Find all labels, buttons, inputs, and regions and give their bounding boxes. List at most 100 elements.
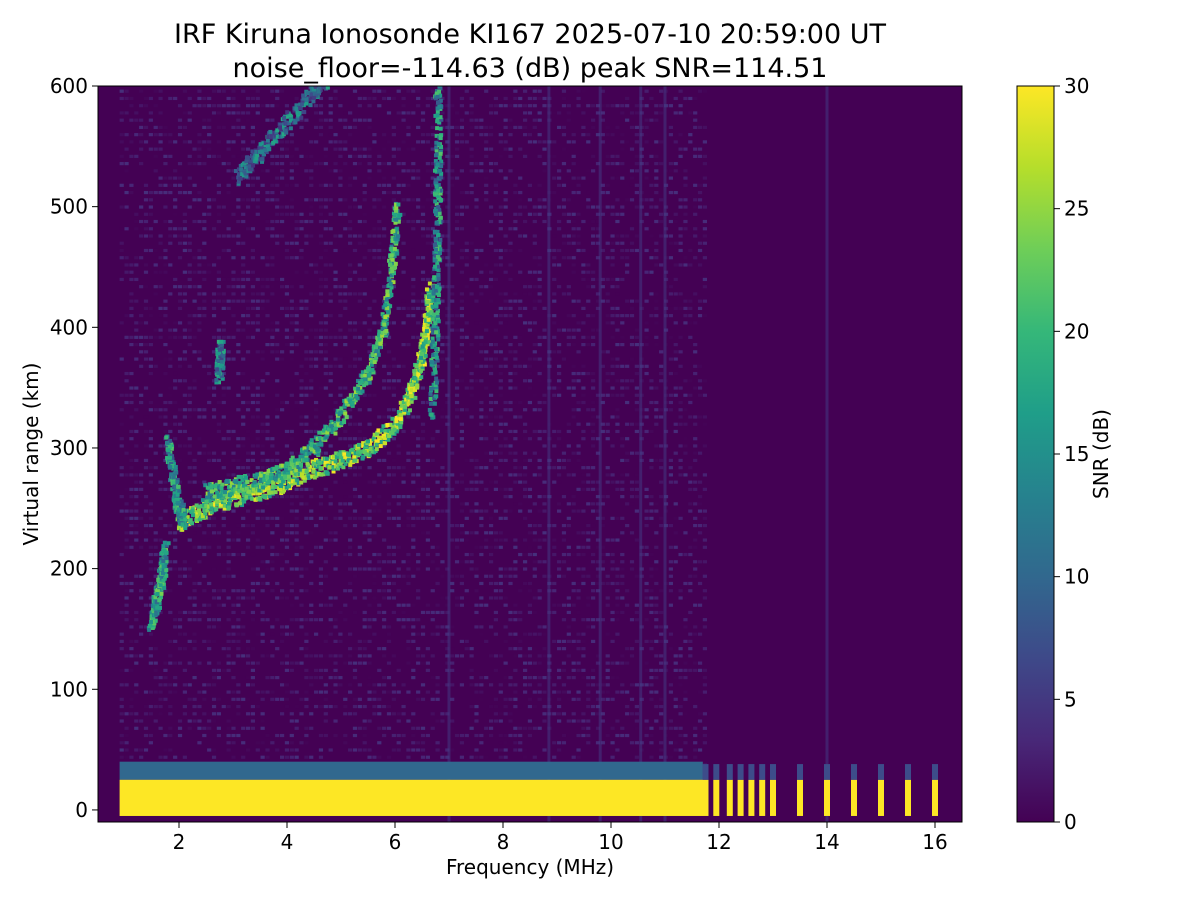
noise-cell xyxy=(129,668,134,672)
noise-cell xyxy=(469,241,474,245)
noise-cell xyxy=(245,458,251,463)
noise-cell xyxy=(595,704,601,709)
noise-cell xyxy=(401,306,406,310)
noise-cell xyxy=(236,531,241,535)
noise-cell xyxy=(314,408,319,412)
noise-cell xyxy=(216,661,221,665)
noise-cell xyxy=(416,748,421,752)
noise-cell xyxy=(586,285,591,289)
noise-cell xyxy=(401,104,406,108)
noise-cell xyxy=(522,690,528,694)
noise-cell xyxy=(420,625,426,629)
noise-cell xyxy=(615,292,620,296)
noise-cell xyxy=(654,560,659,564)
noise-cell xyxy=(182,270,187,274)
noise-cell xyxy=(255,748,260,752)
noise-cell xyxy=(265,466,270,470)
noise-cell xyxy=(362,661,367,665)
noise-cell xyxy=(522,661,528,665)
noise-cell xyxy=(673,697,678,701)
noise-cell xyxy=(348,277,353,282)
noise-cell xyxy=(678,205,683,209)
noise-cell xyxy=(581,335,586,339)
noise-cell xyxy=(425,386,430,390)
noise-cell xyxy=(309,198,314,202)
noise-cell xyxy=(182,683,187,687)
noise-cell xyxy=(158,256,163,260)
noise-cell xyxy=(129,487,134,491)
noise-cell xyxy=(620,162,625,166)
noise-cell xyxy=(591,581,596,586)
noise-cell xyxy=(197,357,202,361)
noise-cell xyxy=(498,169,503,173)
noise-cell xyxy=(187,314,192,318)
noise-cell xyxy=(386,545,392,549)
noise-cell xyxy=(197,321,202,325)
noise-cell xyxy=(173,531,178,535)
noise-cell xyxy=(605,292,610,296)
noise-cell xyxy=(401,603,406,607)
noise-cell xyxy=(367,335,372,339)
noise-cell xyxy=(542,538,547,542)
noise-cell xyxy=(226,473,231,477)
noise-cell xyxy=(401,733,406,738)
noise-cell xyxy=(168,263,173,267)
noise-cell xyxy=(479,169,484,173)
noise-cell xyxy=(309,263,314,267)
noise-cell xyxy=(634,125,639,130)
noise-cell xyxy=(372,335,377,339)
noise-cell xyxy=(284,560,290,564)
noise-cell xyxy=(464,285,469,289)
noise-cell xyxy=(625,437,630,441)
noise-cell xyxy=(401,386,406,390)
noise-cell xyxy=(260,632,265,636)
noise-cell xyxy=(134,755,139,759)
noise-cell xyxy=(314,632,319,636)
noise-cell xyxy=(216,335,221,339)
noise-cell xyxy=(343,661,348,665)
noise-cell xyxy=(207,364,212,368)
noise-cell xyxy=(620,379,625,383)
noise-cell xyxy=(304,393,309,397)
noise-cell xyxy=(216,183,221,187)
noise-cell xyxy=(197,350,202,354)
noise-cell xyxy=(343,502,348,506)
noise-cell xyxy=(411,292,416,296)
noise-cell xyxy=(440,357,445,361)
noise-cell xyxy=(527,328,533,332)
noise-cell xyxy=(649,741,654,745)
noise-cell xyxy=(362,118,367,122)
noise-cell xyxy=(518,176,523,180)
noise-cell xyxy=(411,538,416,542)
noise-cell xyxy=(498,473,503,477)
noise-cell xyxy=(610,444,615,448)
noise-cell xyxy=(211,676,217,680)
noise-cell xyxy=(216,190,221,195)
noise-cell xyxy=(557,466,562,470)
noise-cell xyxy=(187,610,192,615)
noise-cell xyxy=(416,444,421,448)
noise-cell xyxy=(202,589,207,593)
noise-cell xyxy=(406,552,411,557)
noise-cell xyxy=(221,386,226,390)
noise-cell xyxy=(362,618,367,622)
noise-cell xyxy=(411,212,416,216)
noise-cell xyxy=(484,183,489,187)
noise-cell xyxy=(289,212,294,216)
noise-cell xyxy=(605,603,610,607)
noise-cell xyxy=(552,234,557,238)
noise-cell xyxy=(430,162,435,166)
noise-cell xyxy=(289,306,294,310)
noise-cell xyxy=(649,516,654,520)
noise-cell xyxy=(202,690,207,694)
noise-cell xyxy=(250,444,256,448)
noise-cell xyxy=(411,639,416,644)
noise-cell xyxy=(352,610,358,615)
noise-cell xyxy=(401,683,406,687)
noise-cell xyxy=(552,111,557,115)
noise-cell xyxy=(323,719,328,723)
noise-cell xyxy=(629,422,635,426)
noise-cell xyxy=(173,400,178,405)
noise-cell xyxy=(581,567,586,571)
noise-cell xyxy=(270,183,275,187)
